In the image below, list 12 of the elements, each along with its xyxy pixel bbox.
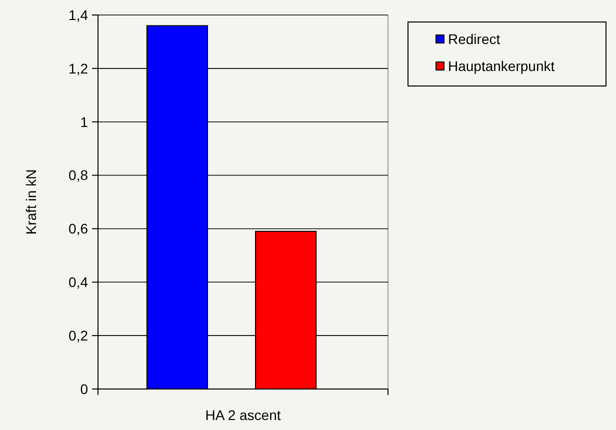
- y-tick-label: 1,4: [68, 6, 88, 23]
- y-tick-label: 0,8: [68, 167, 88, 184]
- y-tick-label: 0,6: [68, 220, 88, 237]
- y-tick-label: 0,2: [68, 327, 88, 344]
- y-tick-label: 0: [80, 380, 88, 397]
- legend-label: Hauptankerpunkt: [448, 58, 555, 74]
- y-tick-label: 1: [80, 114, 88, 130]
- x-tick-label: HA 2 ascent: [205, 407, 281, 423]
- y-tick-label: 1,2: [68, 60, 88, 76]
- y-tick-label: 0,4: [68, 274, 88, 290]
- legend-label: Redirect: [448, 30, 500, 47]
- y-axis-title: Kraft in kN: [23, 169, 39, 235]
